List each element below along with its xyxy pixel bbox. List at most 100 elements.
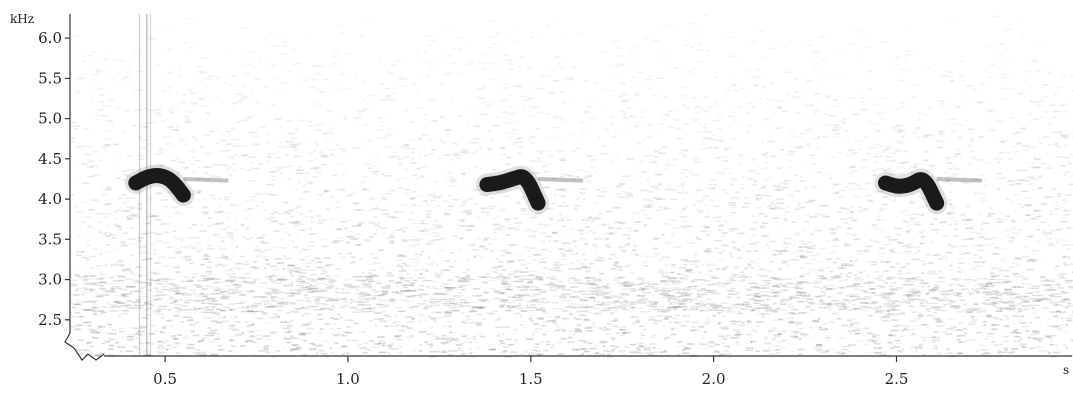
noise-speck: [683, 299, 689, 302]
noise-speck: [460, 151, 469, 153]
noise-speck: [620, 183, 626, 185]
noise-speck: [911, 219, 914, 221]
noise-speck: [381, 198, 388, 201]
noise-speck: [129, 227, 134, 229]
noise-speck: [117, 226, 121, 228]
noise-speck: [347, 236, 355, 238]
noise-speck: [922, 198, 929, 201]
noise-speck: [117, 264, 125, 267]
noise-speck: [395, 229, 403, 231]
noise-speck: [335, 206, 340, 209]
noise-speck: [910, 166, 916, 168]
noise-speck: [958, 341, 967, 343]
noise-speck: [882, 296, 890, 299]
noise-speck: [322, 132, 329, 135]
noise-speck: [472, 243, 475, 246]
noise-speck: [957, 293, 962, 295]
noise-speck: [372, 290, 381, 293]
noise-speck: [781, 183, 789, 185]
noise-speck: [917, 290, 921, 293]
noise-speck: [224, 256, 229, 258]
noise-speck: [1001, 301, 1007, 304]
noise-speck: [1037, 166, 1042, 169]
noise-speck: [830, 232, 836, 234]
noise-speck: [465, 229, 472, 231]
noise-speck: [693, 329, 700, 331]
noise-speck: [549, 251, 552, 253]
noise-speck: [359, 208, 366, 211]
noise-speck: [421, 61, 428, 63]
noise-speck: [622, 282, 628, 285]
noise-speck: [427, 343, 433, 346]
noise-speck: [919, 242, 925, 245]
noise-speck: [167, 344, 172, 347]
noise-speck: [590, 97, 594, 99]
noise-speck: [623, 346, 630, 348]
noise-speck: [626, 158, 634, 160]
noise-speck: [289, 272, 292, 274]
noise-speck: [735, 333, 744, 335]
noise-speck: [266, 335, 270, 337]
noise-speck: [774, 310, 779, 313]
noise-speck: [315, 345, 323, 348]
noise-speck: [827, 216, 831, 218]
noise-speck: [826, 336, 830, 339]
noise-speck: [1061, 227, 1064, 230]
noise-speck: [523, 295, 532, 297]
noise-speck: [220, 296, 223, 299]
noise-speck: [497, 344, 502, 346]
noise-speck: [306, 327, 314, 330]
noise-speck: [590, 220, 595, 222]
noise-speck: [750, 78, 754, 80]
noise-speck: [801, 94, 804, 97]
noise-speck: [296, 278, 303, 280]
noise-speck: [842, 352, 846, 355]
noise-speck: [1047, 337, 1053, 339]
noise-speck: [261, 311, 267, 314]
noise-speck: [729, 171, 733, 174]
noise-speck: [956, 106, 964, 109]
noise-speck: [939, 221, 942, 224]
noise-speck: [654, 134, 659, 137]
noise-speck: [745, 294, 753, 296]
noise-speck: [852, 274, 857, 276]
noise-speck: [853, 195, 861, 198]
noise-speck: [484, 312, 493, 314]
noise-speck: [685, 270, 690, 273]
noise-speck: [990, 111, 993, 113]
noise-speck: [607, 350, 614, 353]
noise-speck: [70, 326, 74, 328]
noise-speck: [905, 302, 911, 304]
noise-speck: [386, 70, 390, 72]
noise-speck: [216, 314, 221, 316]
noise-speck: [671, 219, 676, 222]
noise-speck: [938, 270, 942, 273]
noise-speck: [390, 234, 393, 237]
noise-speck: [731, 323, 735, 325]
noise-speck: [762, 222, 769, 225]
noise-speck: [229, 273, 237, 275]
noise-speck: [235, 276, 239, 278]
noise-speck: [997, 351, 1000, 354]
noise-speck: [126, 338, 135, 341]
noise-speck: [583, 318, 589, 321]
noise-speck: [649, 343, 653, 345]
noise-speck: [1057, 317, 1063, 319]
noise-speck: [126, 300, 133, 303]
noise-speck: [184, 335, 188, 338]
noise-speck: [216, 257, 225, 259]
noise-speck: [168, 256, 176, 259]
noise-speck: [493, 231, 497, 234]
noise-speck: [305, 265, 311, 268]
noise-speck: [425, 270, 429, 272]
noise-speck: [845, 233, 850, 235]
noise-speck: [263, 303, 267, 306]
noise-speck: [874, 143, 881, 146]
noise-speck: [1038, 99, 1044, 102]
noise-speck: [173, 235, 177, 238]
noise-speck: [159, 148, 164, 150]
noise-speck: [974, 261, 982, 263]
noise-speck: [729, 230, 735, 232]
noise-speck: [136, 58, 141, 61]
noise-speck: [1000, 307, 1009, 310]
